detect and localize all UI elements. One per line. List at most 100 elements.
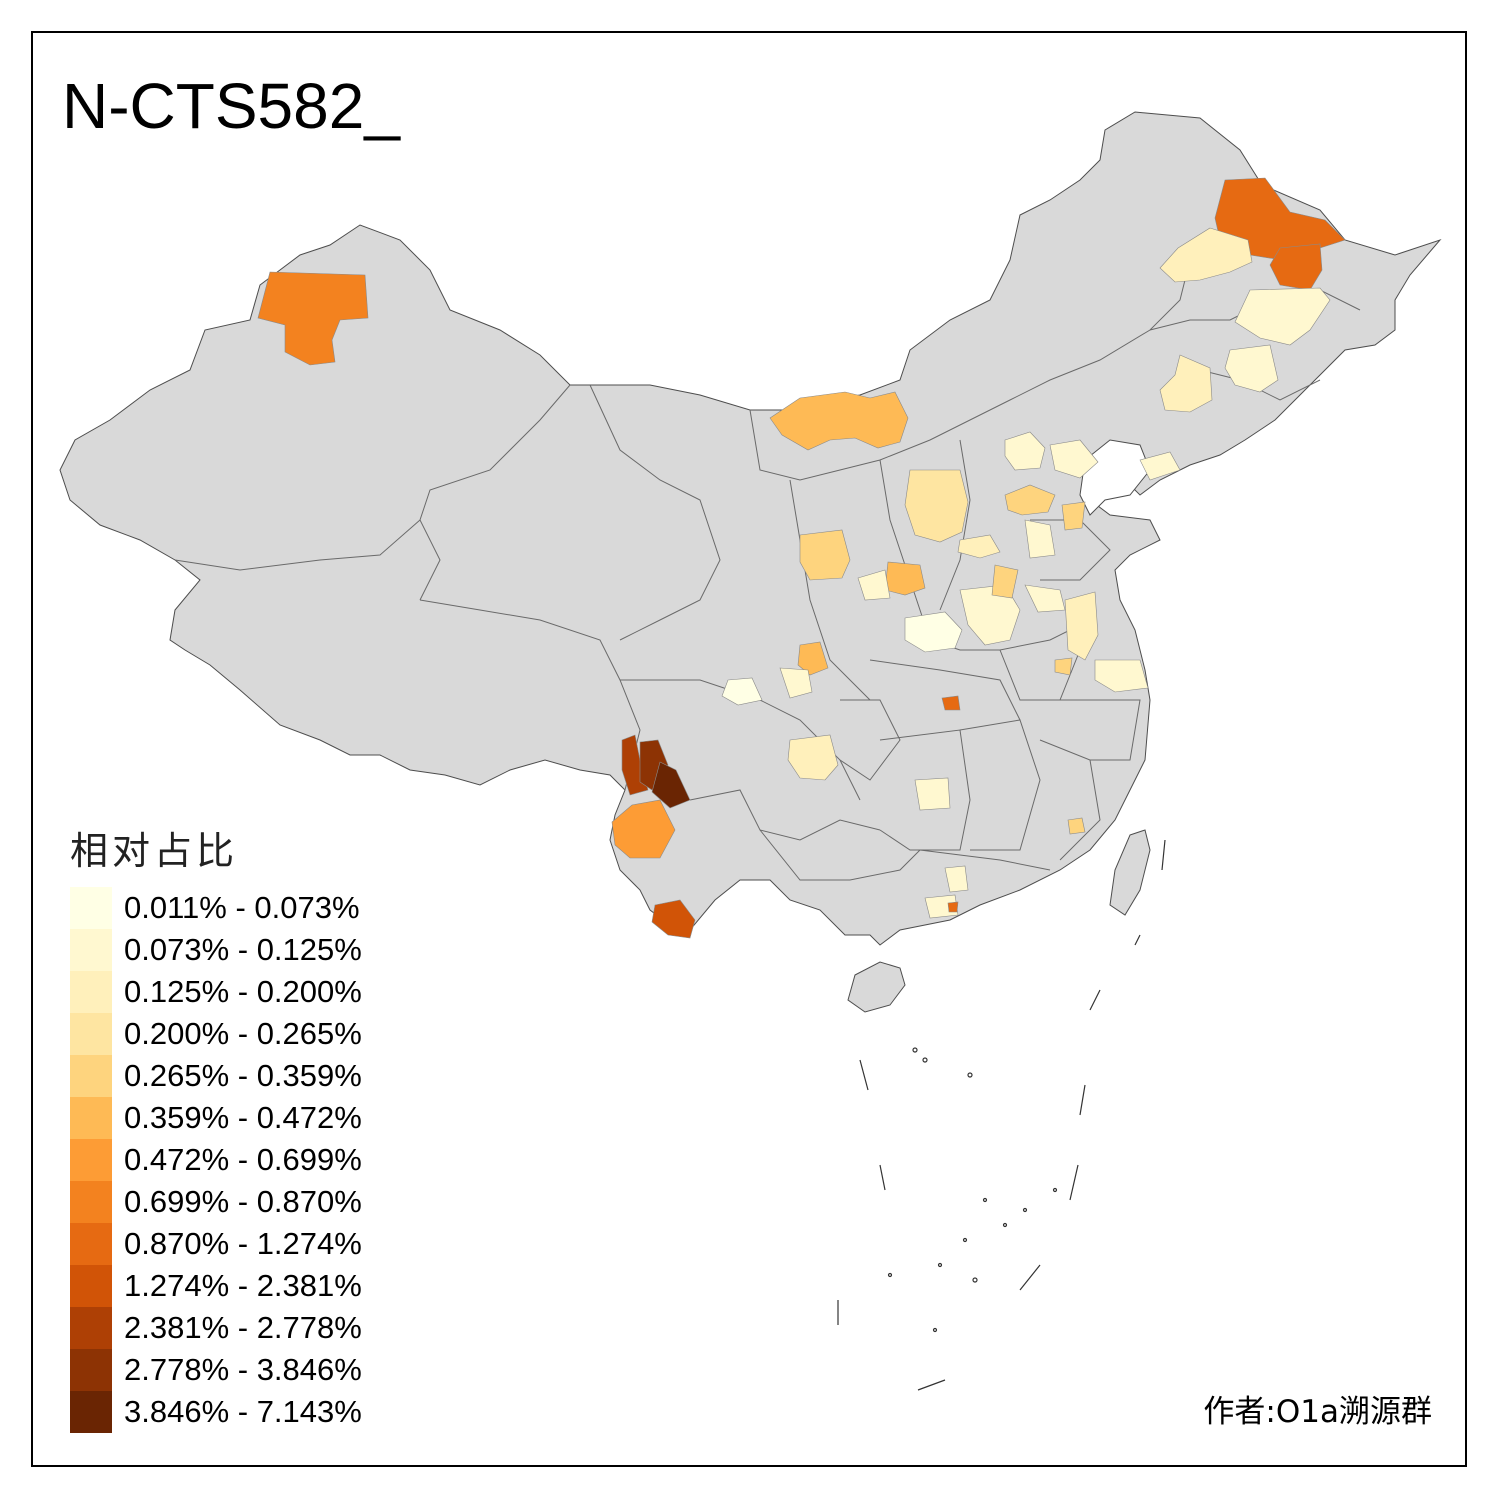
legend-title: 相对占比 <box>70 829 239 873</box>
region-henan-north <box>991 564 1019 599</box>
legend-label: 0.200% - 0.265% <box>124 1016 362 1051</box>
region-xinjiang-north <box>257 271 369 366</box>
reef-9 <box>1022 1207 1028 1213</box>
legend-label: 0.699% - 0.870% <box>124 1184 362 1219</box>
border-xinjiang-east <box>419 384 571 601</box>
legend-label: 0.472% - 0.699% <box>124 1142 362 1177</box>
region-jilin-south <box>1224 344 1279 393</box>
legend-swatch <box>70 1223 112 1265</box>
region-yunnan-south <box>651 899 696 939</box>
reef-1 <box>912 1047 918 1053</box>
legend-item: 0.011% - 0.073% <box>70 887 362 929</box>
border-inner-mongolia <box>749 229 1221 481</box>
region-jiangsu-south <box>1094 659 1149 693</box>
border-tibet-qinghai <box>419 599 641 791</box>
region-hunan-central <box>914 777 951 811</box>
region-guangdong-pearl <box>947 901 959 913</box>
border-zhejiang <box>1060 699 1141 761</box>
border-sichuan <box>620 679 861 801</box>
region-guangdong-north <box>944 865 969 893</box>
highlighted-regions <box>257 177 1346 939</box>
region-inner-mongolia-central <box>769 391 909 451</box>
nine-dash-7 <box>859 1059 869 1091</box>
border-hubei <box>869 659 1021 721</box>
border-shandong <box>1030 519 1111 581</box>
border-hunan <box>879 729 971 851</box>
reef-8 <box>972 1277 978 1283</box>
region-anhui-north <box>1054 657 1073 676</box>
reef-11 <box>887 1272 893 1278</box>
region-hebei-south <box>1024 519 1056 559</box>
border-guangdong <box>919 849 1051 871</box>
china-landmass <box>59 111 1442 1013</box>
legend-label: 0.125% - 0.200% <box>124 974 362 1009</box>
region-tianjin-area <box>1049 439 1099 479</box>
region-henan-central <box>904 611 963 653</box>
legend-item: 3.846% - 7.143% <box>70 1391 362 1433</box>
region-hubei-southwest <box>779 667 813 699</box>
legend-swatch <box>70 971 112 1013</box>
legend-swatch <box>70 1391 112 1433</box>
reef-5 <box>1002 1222 1008 1228</box>
reef-4 <box>982 1197 988 1203</box>
legend-item: 2.381% - 2.778% <box>70 1307 362 1349</box>
region-shandong-north <box>1061 501 1086 531</box>
legend-label: 0.359% - 0.472% <box>124 1100 362 1135</box>
legend-label: 2.381% - 2.778% <box>124 1310 362 1345</box>
legend-item: 0.699% - 0.870% <box>70 1181 362 1223</box>
nine-dash-2 <box>1079 1084 1086 1116</box>
legend-item: 0.265% - 0.359% <box>70 1055 362 1097</box>
region-sichuan-east <box>787 734 839 781</box>
region-hebei-central <box>1004 484 1056 516</box>
legend-label: 2.778% - 3.846% <box>124 1352 362 1387</box>
legend-label: 3.846% - 7.143% <box>124 1394 362 1429</box>
region-shanxi-central <box>904 469 969 543</box>
region-shaanxi-north <box>799 529 851 581</box>
region-liaoning-coast <box>1139 451 1181 481</box>
region-yunnan-west <box>611 799 676 859</box>
nine-dash-8 <box>879 1164 886 1191</box>
nine-dash-4 <box>1019 1264 1041 1291</box>
nine-dash-10 <box>1161 839 1166 871</box>
region-shaanxi-south <box>884 561 926 596</box>
region-sichuan-west <box>721 677 763 706</box>
reef-6 <box>962 1237 968 1243</box>
border-guangxi <box>759 829 921 881</box>
region-jilin-central <box>1234 287 1331 346</box>
reef-10 <box>932 1327 938 1333</box>
map-title: N-CTS582_ <box>62 70 400 142</box>
legend-swatch <box>70 1139 112 1181</box>
legend-item: 0.200% - 0.265% <box>70 1013 362 1055</box>
region-fujian-south <box>1067 817 1086 835</box>
legend-swatch <box>70 1097 112 1139</box>
border-chongqing <box>839 699 901 781</box>
legend-item: 0.870% - 1.274% <box>70 1223 362 1265</box>
legend-swatch <box>70 1307 112 1349</box>
legend-swatch <box>70 887 112 929</box>
border-shaanxi <box>789 479 871 701</box>
region-liaoning-west <box>1159 354 1213 413</box>
legend-item: 0.125% - 0.200% <box>70 971 362 1013</box>
region-beijing-area <box>1004 431 1046 471</box>
border-yunnan-guizhou <box>689 789 881 841</box>
legend-item: 0.472% - 0.699% <box>70 1139 362 1181</box>
legend-swatch <box>70 1055 112 1097</box>
legend-swatch <box>70 929 112 971</box>
nine-dash-1 <box>1089 989 1101 1011</box>
border-jiangxi <box>959 719 1041 851</box>
legend-swatch <box>70 1265 112 1307</box>
legend-label: 0.073% - 0.125% <box>124 932 362 967</box>
nine-dash-9 <box>1134 934 1141 946</box>
hainan-island <box>847 961 906 1013</box>
legend: 相对占比 0.011% - 0.073% 0.073% - 0.125% 0.1… <box>70 820 362 1433</box>
legend-items: 0.011% - 0.073% 0.073% - 0.125% 0.125% -… <box>70 887 362 1433</box>
author-credit: 作者:O1a溯源群 <box>1203 1394 1432 1430</box>
legend-item: 0.359% - 0.472% <box>70 1097 362 1139</box>
legend-label: 0.011% - 0.073% <box>124 890 360 925</box>
region-heilongjiang-west <box>1159 227 1253 283</box>
legend-label: 0.870% - 1.274% <box>124 1226 362 1261</box>
nine-dash-5 <box>917 1379 946 1391</box>
legend-item: 2.778% - 3.846% <box>70 1349 362 1391</box>
legend-swatch <box>70 1181 112 1223</box>
taiwan-island <box>1109 829 1151 916</box>
